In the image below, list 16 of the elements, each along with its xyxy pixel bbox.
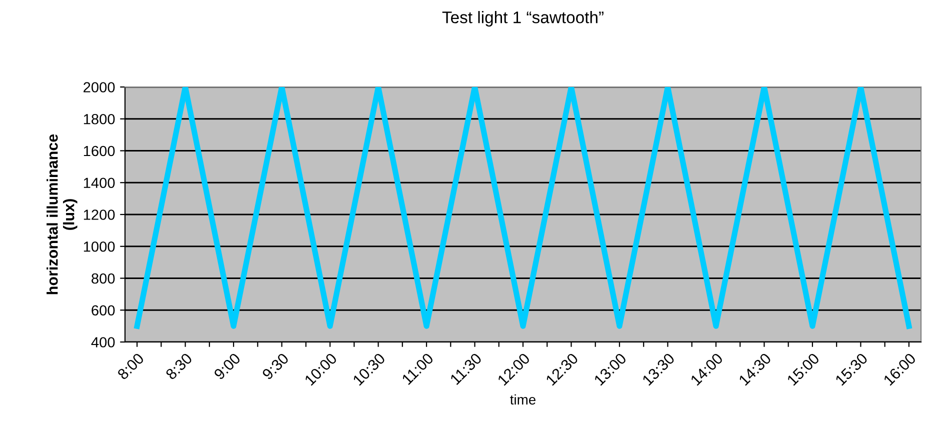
y-axis-title: horizontal illuminance (lux): [46, 134, 78, 294]
y-tick-label: 1000: [84, 241, 115, 252]
y-tick-label: 800: [92, 273, 115, 284]
y-tick-label: 400: [91, 337, 115, 348]
chart-title: Test light 1 “sawtooth”: [442, 11, 604, 27]
y-tick-label: 1600: [84, 146, 115, 156]
y-tick-label: 600: [92, 305, 115, 316]
y-tick-label: 2000: [84, 82, 115, 92]
y-tick-label: 1200: [84, 210, 115, 220]
x-tick-label: 9:30: [262, 352, 290, 380]
x-tick-label: 9:00: [213, 352, 242, 380]
y-tick-label: 1400: [84, 178, 115, 188]
y-tick-label: 1800: [84, 114, 115, 124]
x-axis-title: time: [510, 394, 536, 405]
x-tick-label: 8:00: [116, 352, 145, 380]
x-tick-label: 8:30: [165, 352, 193, 380]
